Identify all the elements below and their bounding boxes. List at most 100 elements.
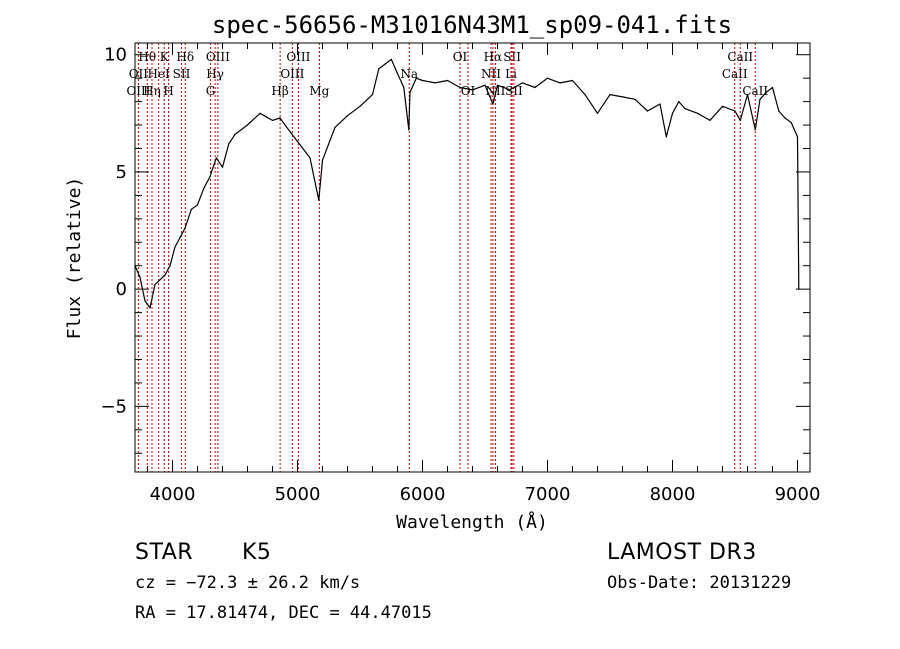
data-point-77: [790, 122, 792, 124]
data-point-57: [621, 96, 624, 98]
y-tick-label-2: 5: [116, 162, 127, 183]
data-point-60: [659, 103, 661, 105]
redshift-line: cz = −72.3 ± 26.2 km/s: [135, 573, 361, 593]
data-point-5: [159, 279, 161, 281]
data-point-72: [759, 98, 761, 100]
data-point-16: [221, 166, 224, 168]
data-point-61: [665, 136, 667, 138]
data-point-38: [409, 91, 411, 93]
data-point-56: [609, 94, 611, 96]
x-axis-label: Wavelength (Å): [396, 511, 548, 533]
data-point-75: [778, 110, 780, 112]
data-point-3: [149, 307, 151, 309]
data-point-46: [492, 103, 494, 105]
data-point-69: [739, 119, 741, 121]
data-point-49: [521, 82, 524, 84]
x-tick-label-5: 9000: [775, 484, 821, 505]
x-tick-label-4: 8000: [650, 484, 696, 505]
data-point-13: [203, 187, 205, 189]
data-point-70: [746, 94, 749, 96]
data-point-12: [196, 204, 199, 206]
marker-label-23: Li: [505, 67, 517, 81]
y-tick-label-1: 0: [116, 279, 127, 300]
marker-label-7: SII: [173, 67, 191, 81]
marker-label-17: OI: [453, 50, 468, 64]
marker-label-25: CaII: [722, 67, 748, 81]
marker-label-3: Hη: [143, 84, 161, 98]
marker-label-4: HeI: [147, 67, 170, 81]
obs-date: Obs-Date: 20131229: [607, 573, 792, 593]
marker-label-11: OIII: [206, 50, 230, 64]
data-point-34: [390, 58, 392, 61]
data-point-52: [559, 82, 561, 84]
line-markers: HθOIIOIIIHηHeIKHSIIHδGHγOIIIHβOIIIOIIIMg…: [126, 43, 768, 472]
data-point-58: [634, 98, 636, 100]
data-point-20: [259, 112, 261, 114]
marker-label-26: CaII: [727, 50, 753, 64]
data-point-21: [271, 119, 274, 121]
data-point-9: [179, 237, 181, 239]
marker-label-8: Hδ: [176, 50, 194, 64]
data-point-48: [509, 89, 511, 91]
marker-label-12: Hβ: [271, 84, 288, 98]
y-axis-label: Flux (relative): [64, 177, 85, 340]
data-point-4: [154, 283, 156, 286]
marker-label-24: SII: [505, 84, 523, 98]
data-point-40: [421, 79, 424, 82]
data-point-7: [169, 265, 171, 267]
plot-frame: [134, 42, 811, 473]
data-point-2: [144, 300, 146, 302]
chart-title: spec-56656-M31016N43M1_sp09-041.fits: [212, 11, 732, 39]
data-point-64: [684, 108, 686, 110]
data-point-29: [346, 115, 349, 117]
data-point-76: [784, 117, 786, 119]
data-point-43: [459, 86, 461, 89]
data-point-1: [139, 276, 141, 278]
data-point-23: [284, 124, 286, 126]
data-point-25: [309, 157, 311, 159]
data-point-14: [209, 176, 211, 178]
marker-label-19: NII: [481, 67, 501, 81]
marker-label-14: OIII: [286, 50, 310, 64]
marker-label-6: H: [163, 84, 173, 98]
data-point-54: [584, 94, 586, 96]
data-point-19: [246, 124, 249, 126]
data-point-67: [721, 105, 724, 107]
marker-label-0: Hθ: [138, 50, 156, 64]
data-point-55: [596, 112, 599, 114]
object-class: STAR: [135, 540, 194, 565]
data-point-53: [571, 79, 574, 82]
data-point-18: [234, 133, 236, 135]
data-point-11: [190, 208, 192, 210]
data-point-15: [215, 157, 217, 159]
y-tick-label-3: 10: [104, 45, 127, 66]
data-point-39: [415, 77, 417, 79]
marker-label-10: Hγ: [206, 67, 224, 81]
survey-name: LAMOST DR3: [607, 540, 757, 565]
data-point-41: [434, 82, 436, 84]
marker-label-2: OIII: [126, 84, 150, 98]
data-point-32: [378, 68, 380, 70]
marker-label-13: OIII: [280, 67, 304, 81]
spectral-subclass: K5: [242, 540, 272, 565]
data-point-22: [279, 117, 281, 119]
marker-label-5: K: [160, 50, 170, 64]
y-tick-label-0: −5: [100, 396, 127, 417]
data-point-59: [646, 110, 649, 112]
data-point-50: [534, 86, 536, 89]
data-point-10: [184, 227, 186, 229]
data-point-44: [471, 89, 474, 91]
spectrum-series: [134, 58, 800, 309]
marker-label-9: G: [206, 84, 216, 98]
marker-label-15: Mg: [309, 84, 329, 98]
data-point-62: [671, 112, 674, 114]
data-point-6: [164, 274, 166, 276]
data-point-26: [318, 199, 320, 201]
data-point-42: [446, 79, 449, 82]
data-point-27: [321, 159, 324, 161]
series-line-flux: [134, 58, 800, 309]
marker-label-22: SII: [503, 50, 521, 64]
axis-ticks: 4000 5000 6000 7000 8000 9000 −5 0 5 10: [100, 43, 820, 505]
data-point-47: [496, 84, 499, 86]
